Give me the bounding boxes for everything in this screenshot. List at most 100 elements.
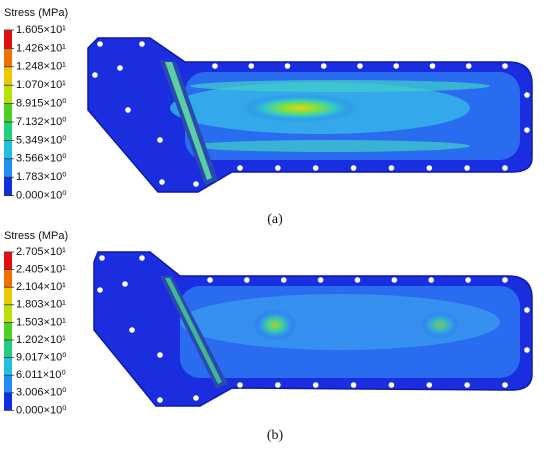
- bolt-hole: [275, 382, 281, 388]
- bolt-hole: [502, 277, 508, 283]
- legend-label: 3.006×10⁰: [16, 387, 67, 399]
- bolt-hole: [428, 277, 435, 283]
- bolt-hole: [97, 287, 103, 293]
- legend-title: Stress (MPa): [4, 230, 68, 242]
- legend-label: 2.705×10¹: [16, 246, 66, 258]
- legend-label: 1.248×10¹: [16, 61, 66, 73]
- bolt-hole: [350, 382, 357, 388]
- caption: (a): [267, 212, 283, 227]
- bolt-hole: [157, 137, 163, 143]
- legend-label: 1.202×10¹: [16, 334, 66, 346]
- bolt-hole: [388, 382, 395, 388]
- bolt-hole: [157, 352, 163, 358]
- legend-label: 2.104×10¹: [16, 281, 66, 293]
- legend-label: 9.017×10⁰: [16, 352, 67, 364]
- bolt-hole: [502, 165, 508, 171]
- bolt-hole: [157, 397, 163, 403]
- bolt-hole: [122, 281, 128, 287]
- legend-label: 8.915×10⁰: [16, 98, 67, 110]
- bolt-hole: [193, 395, 199, 401]
- legend-label: 7.132×10⁰: [16, 116, 67, 128]
- legend-swatch: [4, 48, 12, 67]
- legend-swatch: [4, 252, 12, 270]
- legend-label: 1.605×10¹: [16, 24, 66, 36]
- legend-label: 6.011×10⁰: [16, 369, 66, 381]
- bolt-hole: [350, 165, 357, 171]
- bolt-hole: [280, 277, 287, 283]
- bolt-hole: [193, 181, 199, 187]
- bolt-hole: [207, 277, 213, 283]
- legend-label: 2.405×10¹: [16, 264, 66, 276]
- bolt-hole: [117, 65, 123, 71]
- legend-label: 3.566×10⁰: [16, 153, 67, 165]
- legend-label: 0.000×10⁰: [16, 190, 67, 202]
- part-b: [93, 251, 533, 407]
- bolt-hole: [391, 277, 398, 283]
- bolt-hole: [284, 63, 291, 69]
- legend-swatch: [4, 322, 12, 340]
- legend-label: 1.426×10¹: [16, 42, 66, 54]
- bolt-hole: [502, 382, 508, 388]
- bolt-hole: [426, 382, 433, 388]
- legends: Stress (MPa) 1.605×10¹ 1.426×10¹ 1.248×10¹ 1…: [4, 7, 283, 443]
- bolt-hole: [502, 63, 508, 69]
- bolt-hole: [465, 63, 472, 69]
- bolt-hole: [125, 107, 131, 113]
- legend-swatch: [4, 66, 12, 86]
- legend-swatch: [4, 85, 12, 104]
- legend-label: 1.803×10¹: [16, 299, 66, 311]
- bolt-hole: [357, 63, 363, 69]
- bolt-hole: [92, 72, 98, 78]
- bolt-hole: [97, 41, 103, 47]
- bolt-hole: [429, 63, 436, 69]
- bolt-hole: [388, 165, 395, 171]
- caption: (b): [267, 428, 284, 443]
- bolt-hole: [99, 255, 105, 261]
- bolt-hole: [212, 63, 218, 69]
- legend-swatch: [4, 158, 12, 178]
- bolt-hole: [312, 165, 319, 171]
- legend-label: 1.503×10¹: [16, 316, 66, 328]
- bolt-hole: [524, 92, 530, 98]
- legend-swatch: [4, 140, 12, 159]
- bolt-hole: [464, 382, 470, 388]
- legend-label: 5.349×10⁰: [16, 134, 67, 146]
- legend-swatch: [4, 103, 12, 122]
- bolt-hole: [275, 165, 281, 171]
- legend-label: 1.070×10¹: [16, 79, 66, 91]
- bolt-hole: [237, 382, 243, 388]
- legend-swatch: [4, 340, 12, 358]
- part-a: [87, 37, 533, 193]
- legend-swatch: [4, 177, 12, 196]
- bolt-hole: [244, 277, 250, 283]
- bolt-hole: [139, 41, 145, 47]
- legend-title: Stress (MPa): [4, 7, 68, 19]
- bolt-hole: [237, 165, 243, 171]
- bolt-hole: [129, 327, 135, 333]
- bolt-hole: [312, 382, 319, 388]
- legend-swatch: [4, 30, 12, 49]
- legend-swatch: [4, 357, 12, 376]
- bolt-hole: [139, 255, 145, 261]
- bolt-hole: [393, 63, 400, 69]
- bolt-hole: [524, 127, 530, 133]
- legend-swatch: [4, 375, 12, 393]
- bolt-hole: [524, 347, 530, 353]
- bolt-hole: [426, 165, 433, 171]
- legend-swatch: [4, 304, 12, 323]
- bolt-hole: [320, 63, 327, 69]
- legend-swatch: [4, 269, 12, 288]
- bolt-hole: [159, 179, 165, 185]
- legend-swatch: [4, 392, 12, 411]
- bolt-hole: [248, 63, 255, 69]
- legend-swatch: [4, 287, 12, 305]
- legend-label: 0.000×10⁰: [16, 404, 67, 416]
- bolt-hole: [317, 277, 324, 283]
- bolt-hole: [464, 165, 470, 171]
- bolt-hole: [465, 277, 471, 283]
- legend-swatch: [4, 122, 12, 141]
- bolt-hole: [524, 307, 530, 313]
- bolt-hole: [354, 277, 361, 283]
